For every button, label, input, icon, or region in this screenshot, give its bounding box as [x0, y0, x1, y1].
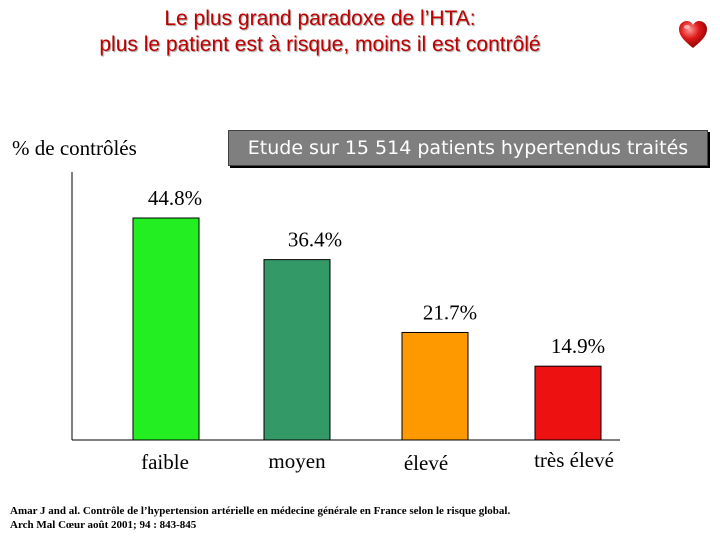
category-label-0: faible — [141, 450, 189, 474]
value-label-0: 44.8% — [148, 186, 202, 210]
source-citation: Amar J and al. Contrôle de l’hypertensio… — [10, 504, 510, 532]
title-line-1: Le plus grand paradoxe de l’HTA: — [164, 7, 476, 30]
value-label-1: 36.4% — [288, 228, 342, 252]
bar-1 — [263, 259, 331, 441]
source-line-1: Amar J and al. Contrôle de l’hypertensio… — [10, 505, 511, 517]
category-label-1: moyen — [268, 449, 326, 473]
title-line-2: plus le patient est à risque, moins il e… — [99, 33, 541, 56]
bar-0 — [132, 217, 200, 441]
heart-icon — [679, 21, 707, 48]
value-label-2: 21.7% — [423, 300, 477, 324]
category-label-2: élevé — [404, 451, 448, 475]
bar-3 — [534, 365, 602, 441]
source-line-2: Arch Mal Cœur août 2001; 94 : 843-845 — [10, 519, 197, 531]
bar-2 — [401, 331, 469, 441]
y-axis-label: % de contrôlés — [12, 136, 137, 160]
slide-title: Le plus grand paradoxe de l’HTA: plus le… — [40, 6, 600, 58]
category-label-3: très élevé — [534, 448, 614, 472]
value-label-3: 14.9% — [551, 334, 605, 358]
study-note-box: Etude sur 15 514 patients hypertendus tr… — [228, 130, 708, 166]
